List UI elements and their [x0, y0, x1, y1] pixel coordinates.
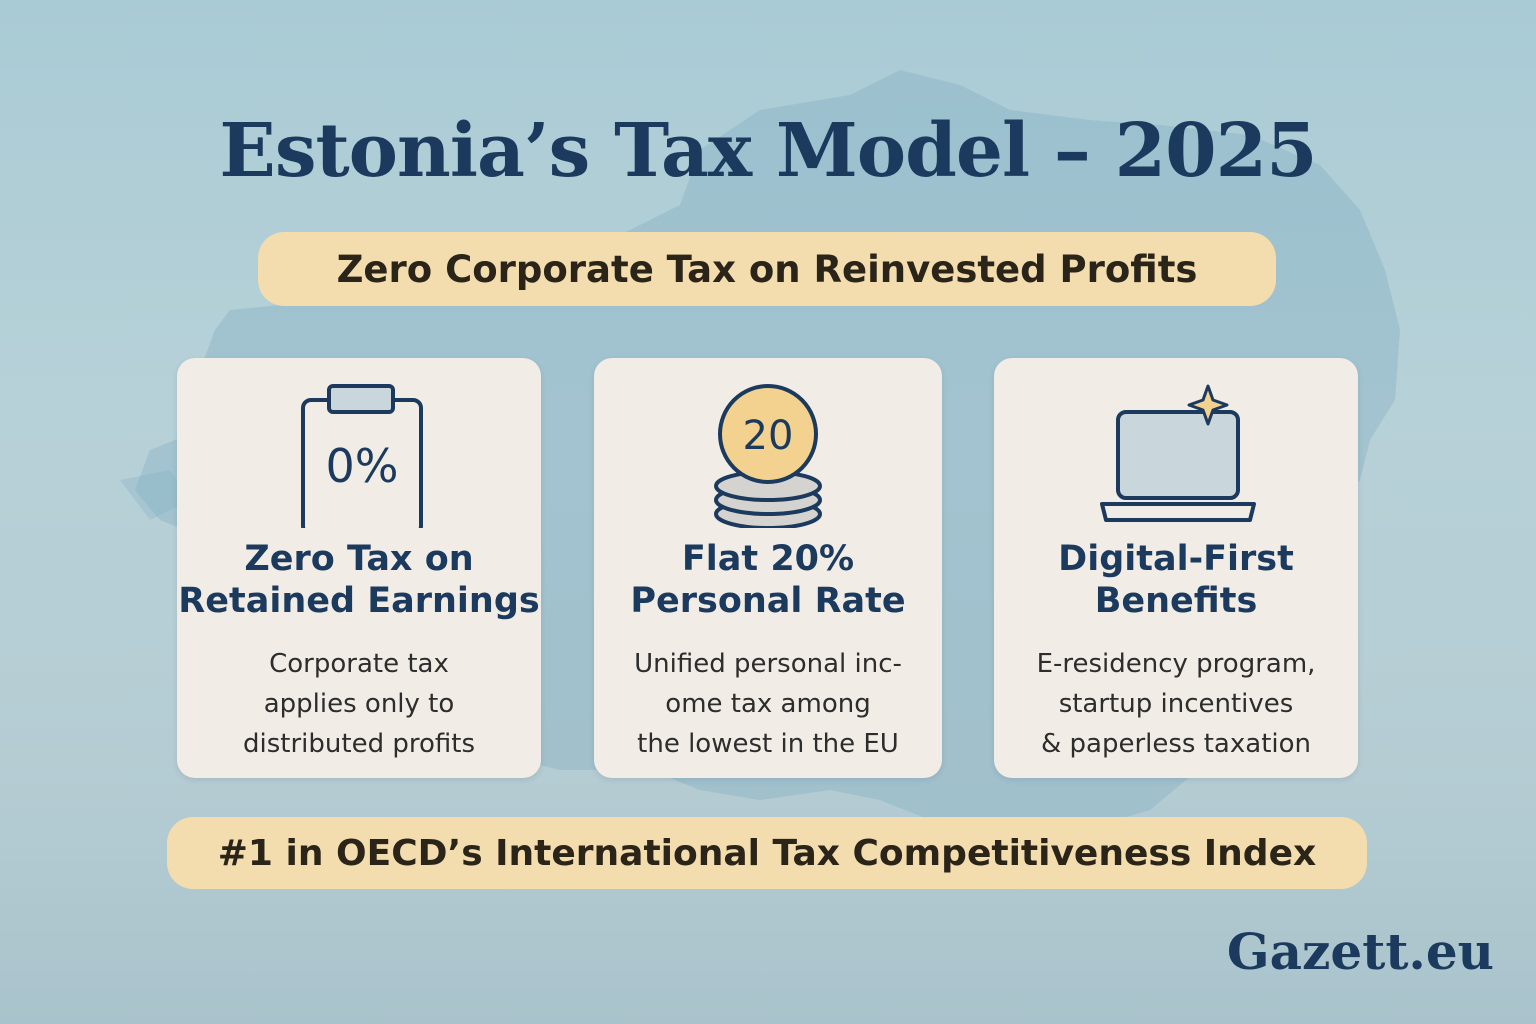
card-description: Corporate tax applies only to distribute… [177, 644, 541, 764]
page-title: Estonia’s Tax Model – 2025 [219, 108, 1317, 194]
card-desc-line: the lowest in the EU [637, 729, 899, 759]
headline-banner: Zero Corporate Tax on Reinvested Profits [258, 232, 1276, 306]
ranking-banner: #1 in OECD’s International Tax Competiti… [167, 817, 1367, 889]
card-title-line: Benefits [1094, 581, 1258, 621]
card-title: Digital-First Benefits [994, 538, 1358, 622]
card-desc-line: & paperless taxation [1041, 729, 1311, 759]
coin-stack-icon: 20 [714, 384, 822, 528]
clipboard-icon: 0% [301, 384, 423, 528]
card-desc-line: distributed profits [243, 729, 475, 759]
card-desc-line: applies only to [263, 689, 455, 719]
card-title-line: Flat 20% [681, 539, 855, 579]
card-title-line: Retained Earnings [178, 581, 540, 621]
card-title: Zero Tax on Retained Earnings [177, 538, 541, 622]
card-title: Flat 20% Personal Rate [594, 538, 942, 622]
card-desc-line: Corporate tax [269, 649, 449, 679]
twenty-label: 20 [743, 413, 794, 459]
card-title-line: Digital-First [1058, 539, 1294, 579]
laptop-sparkle-icon [1100, 384, 1256, 522]
zero-percent-label: 0% [326, 439, 399, 493]
card-desc-line: Unified personal inc- [634, 649, 902, 679]
card-desc-line: startup incentives [1058, 689, 1294, 719]
card-desc-line: E-residency program, [1036, 649, 1316, 679]
card-description: E-residency program, startup incentives … [994, 644, 1358, 764]
card-title-line: Personal Rate [630, 581, 906, 621]
card-digital-first: Digital-First Benefits E-residency progr… [994, 358, 1358, 778]
card-title-line: Zero Tax on [244, 539, 474, 579]
brand-logo[interactable]: Gazett.eu [1226, 922, 1494, 981]
card-desc-line: ome tax among [665, 689, 871, 719]
card-flat-rate: 20 Flat 20% Personal Rate Unified person… [594, 358, 942, 778]
card-description: Unified personal inc- ome tax among the … [594, 644, 942, 764]
card-retained-earnings: 0% Zero Tax on Retained Earnings Corpora… [177, 358, 541, 778]
